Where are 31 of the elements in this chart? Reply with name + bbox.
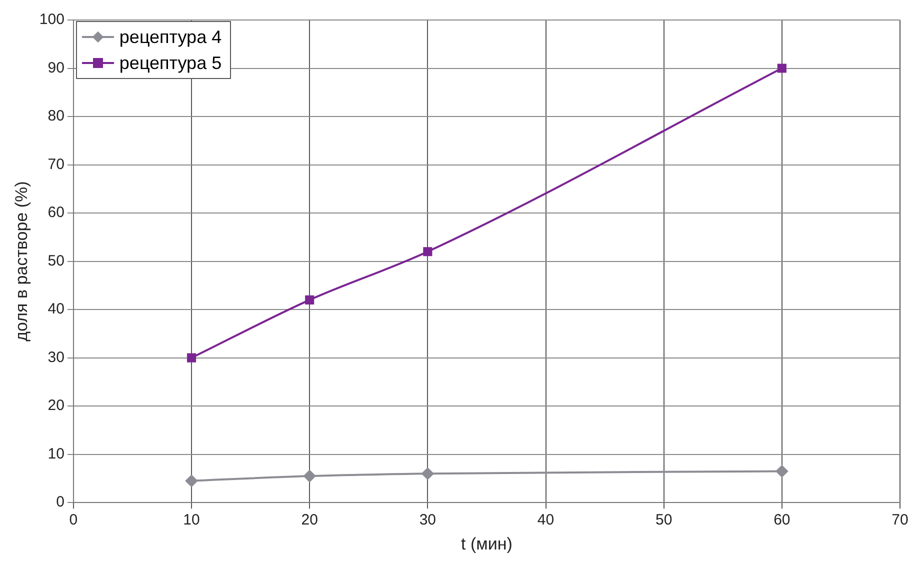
point xyxy=(423,247,432,256)
y-tick-label: 90 xyxy=(48,59,64,76)
x-tick-label: 40 xyxy=(537,512,554,529)
legend-label: рецептура 4 xyxy=(119,26,222,49)
point xyxy=(422,468,434,480)
y-axis-title: доля в растворе (%) xyxy=(12,181,31,342)
y-tick-label: 10 xyxy=(48,445,64,462)
y-tick-label: 100 xyxy=(39,11,64,28)
x-tick-label: 20 xyxy=(301,512,318,529)
x-tick-label: 30 xyxy=(419,512,436,529)
y-tick-label: 80 xyxy=(48,108,64,125)
y-tick-label: 50 xyxy=(48,252,64,270)
y-tick-label: 30 xyxy=(48,348,64,366)
x-tick-label: 70 xyxy=(892,512,908,529)
y-tick-label: 0 xyxy=(56,494,64,511)
point xyxy=(186,474,198,487)
y-tick-label: 20 xyxy=(48,397,64,414)
point xyxy=(186,353,196,362)
x-tick-label: 60 xyxy=(774,512,790,529)
point xyxy=(305,295,314,304)
x-tick-label: 0 xyxy=(69,512,78,529)
y-tick-label: 70 xyxy=(48,156,64,173)
point xyxy=(776,465,788,478)
legend-label: рецептура 5 xyxy=(119,52,222,75)
x-axis-title: t (мин) xyxy=(461,534,512,554)
y-tick-label: 60 xyxy=(48,204,64,222)
x-tick-label: 50 xyxy=(655,512,672,529)
x-tick-label: 10 xyxy=(183,512,200,529)
point xyxy=(777,64,786,73)
y-tick-label: 40 xyxy=(48,300,64,318)
point xyxy=(304,470,316,482)
